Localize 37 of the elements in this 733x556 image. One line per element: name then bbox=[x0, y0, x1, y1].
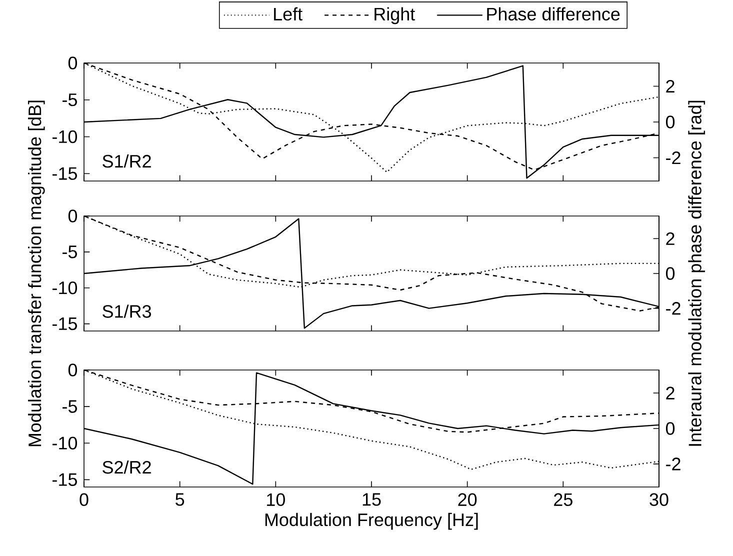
x-tick-label: 0 bbox=[80, 493, 88, 506]
y-tick-label: 0 bbox=[68, 364, 78, 376]
y-axis-title: Modulation transfer function magnitude [dB] bbox=[28, 100, 45, 446]
annotation: S1/R2 bbox=[102, 154, 151, 168]
y-tick-label: -15 bbox=[52, 167, 77, 180]
y-tick-label: -10 bbox=[52, 130, 78, 144]
y2-axis-title: Interaural modulation phase difference [rad] bbox=[688, 100, 705, 446]
legend-label: Right bbox=[374, 7, 416, 24]
y-tick-label: -10 bbox=[52, 281, 78, 294]
y2-tick-label: 0 bbox=[666, 116, 675, 128]
y-tick-label: -5 bbox=[62, 400, 77, 413]
x-tick-label: 5 bbox=[176, 493, 184, 506]
y2-tick-label: -2 bbox=[666, 302, 680, 315]
y-tick-label: -15 bbox=[52, 318, 77, 330]
x-tick-label: 15 bbox=[362, 493, 381, 506]
x-tick-label: 20 bbox=[458, 493, 477, 506]
y2-tick-label: 0 bbox=[666, 267, 675, 280]
y2-tick-label: -2 bbox=[666, 151, 680, 164]
y-tick-label: 0 bbox=[68, 56, 78, 70]
annotation: S1/R3 bbox=[102, 304, 152, 318]
y-tick-label: -10 bbox=[52, 436, 78, 450]
y-tick-label: -15 bbox=[52, 473, 77, 486]
legend-label: Phase difference bbox=[487, 7, 620, 21]
y2-tick-label: 2 bbox=[666, 232, 674, 245]
y-tick-label: 0 bbox=[68, 210, 78, 222]
legend-label: Left bbox=[274, 7, 302, 20]
annotation: S2/R2 bbox=[102, 460, 151, 474]
y2-tick-label: -2 bbox=[666, 458, 680, 470]
x-axis-title: Modulation Frequency [Hz] bbox=[265, 512, 478, 530]
x-tick-label: 10 bbox=[267, 493, 285, 506]
x-tick-label: 30 bbox=[650, 493, 668, 506]
y-tick-label: -5 bbox=[62, 94, 77, 106]
y2-tick-label: 2 bbox=[666, 80, 674, 93]
y-tick-label: -5 bbox=[62, 246, 77, 258]
y2-tick-label: 0 bbox=[666, 422, 675, 435]
y2-tick-label: 2 bbox=[666, 386, 674, 400]
x-tick-label: 25 bbox=[554, 493, 572, 506]
